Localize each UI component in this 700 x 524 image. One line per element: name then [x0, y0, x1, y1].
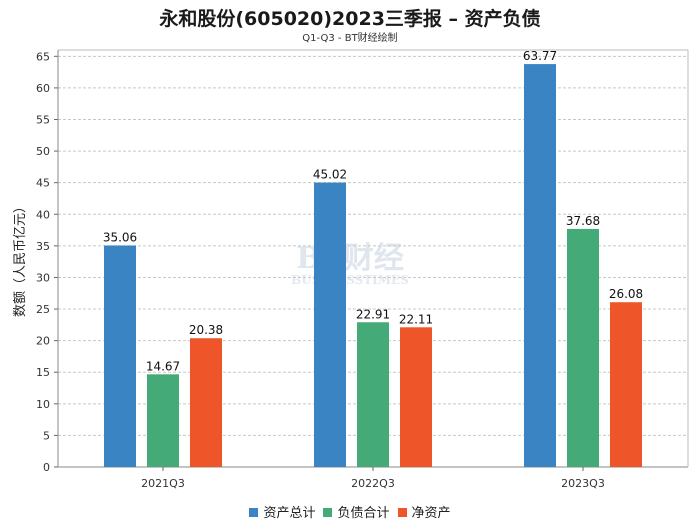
chart-title: 永和股份(605020)2023三季报 – 资产负债	[159, 8, 541, 30]
bar-2-2023Q3	[567, 228, 599, 467]
legend-item: 净资产	[397, 502, 451, 521]
y-tick-label: 15	[36, 366, 50, 379]
bar-2-2021Q3	[147, 374, 179, 467]
bar-chart: BT财经BUSINESSTIMES05101520253035404550556…	[13, 49, 689, 490]
data-label: 37.68	[566, 214, 600, 228]
x-tick-label: 2022Q3	[351, 477, 395, 490]
bar-3-2022Q3	[400, 327, 432, 467]
legend-swatch	[249, 508, 259, 517]
legend-swatch	[323, 508, 333, 517]
data-label: 20.38	[189, 323, 223, 337]
legend-label: 负债合计	[337, 506, 390, 521]
data-label: 22.11	[399, 312, 433, 326]
legend-item: 资产总计	[249, 502, 315, 521]
legend-item: 负债合计	[323, 502, 390, 521]
legend-swatch	[397, 508, 407, 517]
y-tick-label: 55	[36, 114, 50, 127]
data-label: 26.08	[609, 287, 643, 301]
y-tick-label: 45	[36, 177, 50, 190]
data-label: 14.67	[146, 359, 180, 373]
y-tick-label: 50	[36, 145, 50, 158]
y-tick-label: 10	[36, 398, 50, 411]
data-label: 22.91	[356, 307, 390, 321]
y-tick-label: 60	[36, 82, 50, 95]
bar-1-2022Q3	[314, 182, 346, 467]
y-tick-label: 65	[36, 50, 50, 63]
y-tick-label: 40	[36, 208, 50, 221]
legend-label: 净资产	[411, 506, 451, 521]
y-tick-label: 5	[43, 429, 50, 442]
data-label: 45.02	[313, 168, 347, 182]
bar-3-2021Q3	[190, 338, 222, 467]
y-tick-label: 0	[43, 461, 50, 474]
y-tick-label: 20	[36, 335, 50, 348]
chart-subtitle: Q1-Q3 - BT财经绘制	[302, 33, 398, 44]
chart-legend: 资产总计 负债合计 净资产	[0, 502, 700, 521]
watermark-logo-sub: BUSINESSTIMES	[291, 273, 409, 287]
bar-2-2022Q3	[357, 322, 389, 467]
bar-1-2023Q3	[524, 64, 556, 468]
y-tick-label: 25	[36, 303, 50, 316]
x-tick-label: 2021Q3	[141, 477, 185, 490]
legend-label: 资产总计	[263, 506, 316, 521]
bar-1-2021Q3	[104, 245, 136, 467]
y-tick-label: 35	[36, 240, 50, 253]
x-tick-label: 2023Q3	[561, 477, 605, 490]
data-label: 35.06	[103, 230, 137, 244]
y-tick-label: 30	[36, 271, 50, 284]
y-axis-label: 数额（人民币亿元）	[13, 200, 28, 317]
data-label: 63.77	[523, 49, 557, 63]
bar-3-2023Q3	[610, 302, 642, 467]
